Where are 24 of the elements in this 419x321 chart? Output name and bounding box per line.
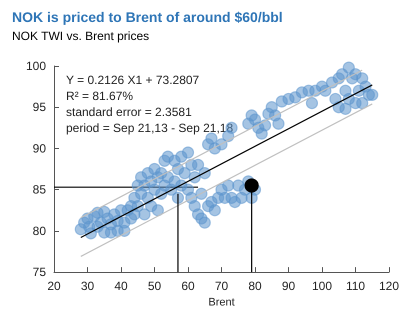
x-tick-label: 80 — [248, 279, 262, 294]
y-tick-label: 90 — [32, 141, 46, 156]
y-tick-label: 80 — [32, 224, 46, 238]
chart-title: NOK is priced to Brent of around $60/bbl — [12, 9, 283, 25]
y-tick-label: 95 — [32, 100, 46, 114]
chart-subtitle: NOK TWI vs. Brent prices — [12, 29, 150, 43]
x-tick-label: 30 — [80, 279, 94, 294]
x-tick-label: 110 — [346, 279, 366, 294]
x-tick-label: 60 — [181, 279, 195, 294]
x-tick-label: 50 — [148, 279, 162, 294]
y-tick-label: 75 — [32, 265, 46, 280]
x-tick-label: 120 — [378, 279, 400, 294]
annotation: R² = 81.67% — [66, 89, 134, 103]
annotation: Y = 0.2126 X1 + 73.2807 — [66, 73, 200, 87]
x-tick-label: 70 — [214, 279, 228, 294]
annotation: period = Sep 21,13 - Sep 21,18 — [66, 121, 234, 135]
x-tick-label: 90 — [282, 279, 296, 294]
y-tick-label: 85 — [32, 182, 46, 197]
y-tick-label: 100 — [26, 59, 46, 73]
annotation: standard error = 2.3581 — [66, 105, 192, 119]
x-axis-title: Brent — [208, 296, 235, 308]
x-tick-label: 100 — [312, 279, 332, 294]
x-tick-label: 40 — [114, 279, 128, 294]
x-tick-label: 20 — [47, 279, 61, 294]
